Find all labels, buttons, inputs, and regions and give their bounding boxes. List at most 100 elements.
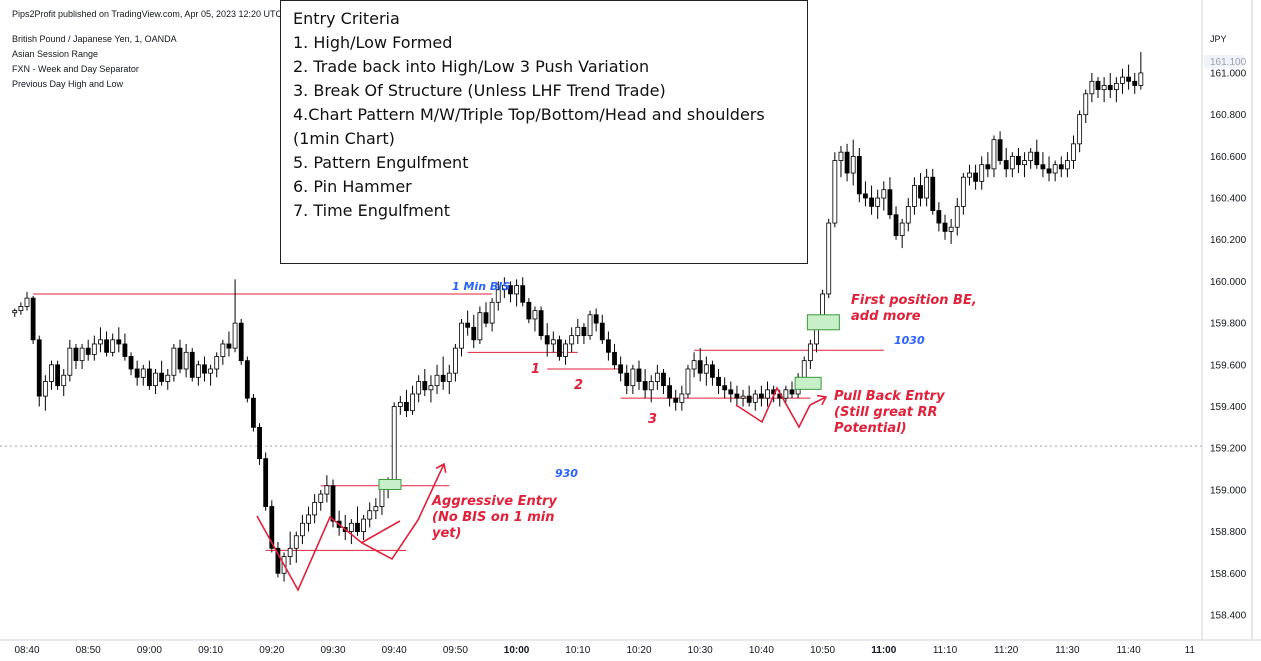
candle-body xyxy=(869,197,874,207)
candle-body xyxy=(18,306,24,312)
candle-body xyxy=(960,176,966,207)
candle-body xyxy=(630,368,636,387)
candle-body xyxy=(471,326,477,341)
time-axis[interactable]: 08:40 08:50 09:00 09:10 09:20 09:30 09:40 09:50… xyxy=(14,645,1195,656)
candle-body xyxy=(49,364,54,382)
indicator-asian-session: Asian Session Range xyxy=(12,49,99,59)
candle-body xyxy=(226,343,232,349)
candle-body xyxy=(165,374,171,382)
candle-body xyxy=(232,322,238,349)
w-pattern-right xyxy=(735,386,811,429)
candle-body xyxy=(599,322,605,341)
annotation-layer xyxy=(256,314,840,592)
candle-body xyxy=(789,389,795,395)
price-tick-label: 160.000 xyxy=(1210,277,1247,288)
candle-body xyxy=(440,374,446,382)
price-tick-label: 160.600 xyxy=(1210,152,1247,163)
price-tick-label: 159.200 xyxy=(1210,444,1247,455)
candle-body xyxy=(128,356,134,370)
push-2-label: 2 xyxy=(574,378,584,393)
candle-body xyxy=(942,222,948,232)
candle-body xyxy=(269,506,275,549)
candle-body xyxy=(1095,80,1101,91)
price-tick-label: 158.400 xyxy=(1210,610,1247,621)
candle-body xyxy=(306,514,311,524)
push-1-label: 1 xyxy=(531,362,541,377)
candle-body xyxy=(538,310,544,337)
time-tick-label: 11:20 xyxy=(994,645,1019,656)
candle-body xyxy=(1083,93,1089,116)
candle-body xyxy=(98,339,103,345)
time-tick-label: 10:00 xyxy=(504,645,530,656)
time-tick-label: 10:10 xyxy=(565,645,590,656)
candle-body xyxy=(850,155,856,174)
candle-body xyxy=(954,205,960,228)
candle-body xyxy=(606,339,611,353)
candle-body xyxy=(36,339,42,397)
candle-body xyxy=(514,285,519,295)
criteria-item: 7. Time Engulfment xyxy=(293,201,451,220)
candle-body xyxy=(1022,160,1027,166)
candle-body xyxy=(710,364,715,378)
candle-body xyxy=(563,343,568,357)
first-position-label: First position BE, add more xyxy=(851,293,977,324)
candle-body xyxy=(759,393,764,399)
indicator-prev-day-high-low: Previous Day High and Low xyxy=(12,79,124,89)
candle-body xyxy=(79,347,85,362)
candle-body xyxy=(703,364,709,374)
candle-body xyxy=(85,347,91,355)
time-tick-label: 08:40 xyxy=(14,645,39,656)
candle-body xyxy=(691,360,697,370)
current-price-tag xyxy=(1204,55,1244,68)
candle-body xyxy=(697,360,703,374)
time-tick-label: 09:30 xyxy=(320,645,345,656)
candle-body xyxy=(202,364,207,374)
candle-body xyxy=(1046,168,1052,174)
time-tick-label: 11:40 xyxy=(1116,645,1141,656)
candle-body xyxy=(936,210,942,224)
candle-body xyxy=(1089,80,1095,95)
candle-body xyxy=(208,368,214,374)
candle-body xyxy=(122,343,128,357)
aggressive-entry-box xyxy=(378,478,402,490)
candle-body xyxy=(1101,85,1107,91)
level-1030-label: 1030 xyxy=(894,334,925,347)
candle-body xyxy=(1126,76,1131,82)
time-tick-label: 11:10 xyxy=(933,645,958,656)
candle-body xyxy=(251,397,256,428)
candle-body xyxy=(673,397,679,403)
criteria-item: 5. Pattern Engulfment xyxy=(293,153,469,172)
candle-body xyxy=(899,222,905,236)
candle-body xyxy=(355,522,360,532)
candle-body xyxy=(446,372,452,382)
aggressive-entry-arrow xyxy=(417,463,445,521)
candle-body xyxy=(618,364,624,374)
candle-body xyxy=(257,426,262,460)
candle-body xyxy=(667,385,672,399)
time-tick-label: 09:20 xyxy=(259,645,284,656)
candle-body xyxy=(875,197,881,207)
candle-body xyxy=(648,381,654,391)
time-tick-label: 09:50 xyxy=(443,645,468,656)
candle-body xyxy=(1077,114,1083,145)
candle-body xyxy=(654,372,660,382)
price-axis[interactable]: 161.000 160.800 160.600 160.400 160.200 160.0… xyxy=(1210,68,1247,621)
candle-body xyxy=(1132,80,1138,86)
candle-body xyxy=(177,347,183,370)
aggressive-entry-arrow-head xyxy=(435,462,447,473)
candle-body xyxy=(765,389,770,399)
candle-body xyxy=(1028,151,1034,161)
candle-body xyxy=(489,301,495,324)
currency-label: JPY xyxy=(1210,34,1227,44)
pull-back-arrow xyxy=(809,396,827,406)
candle-body xyxy=(569,335,575,345)
candle-body xyxy=(844,151,850,174)
candle-body xyxy=(373,506,379,512)
pull-back-entry-box xyxy=(794,376,822,390)
candle-body xyxy=(973,172,978,182)
candle-body xyxy=(134,368,140,378)
candle-body xyxy=(140,368,146,378)
candle-body xyxy=(361,518,367,532)
candle-body xyxy=(856,155,862,195)
candle-body xyxy=(293,535,299,549)
